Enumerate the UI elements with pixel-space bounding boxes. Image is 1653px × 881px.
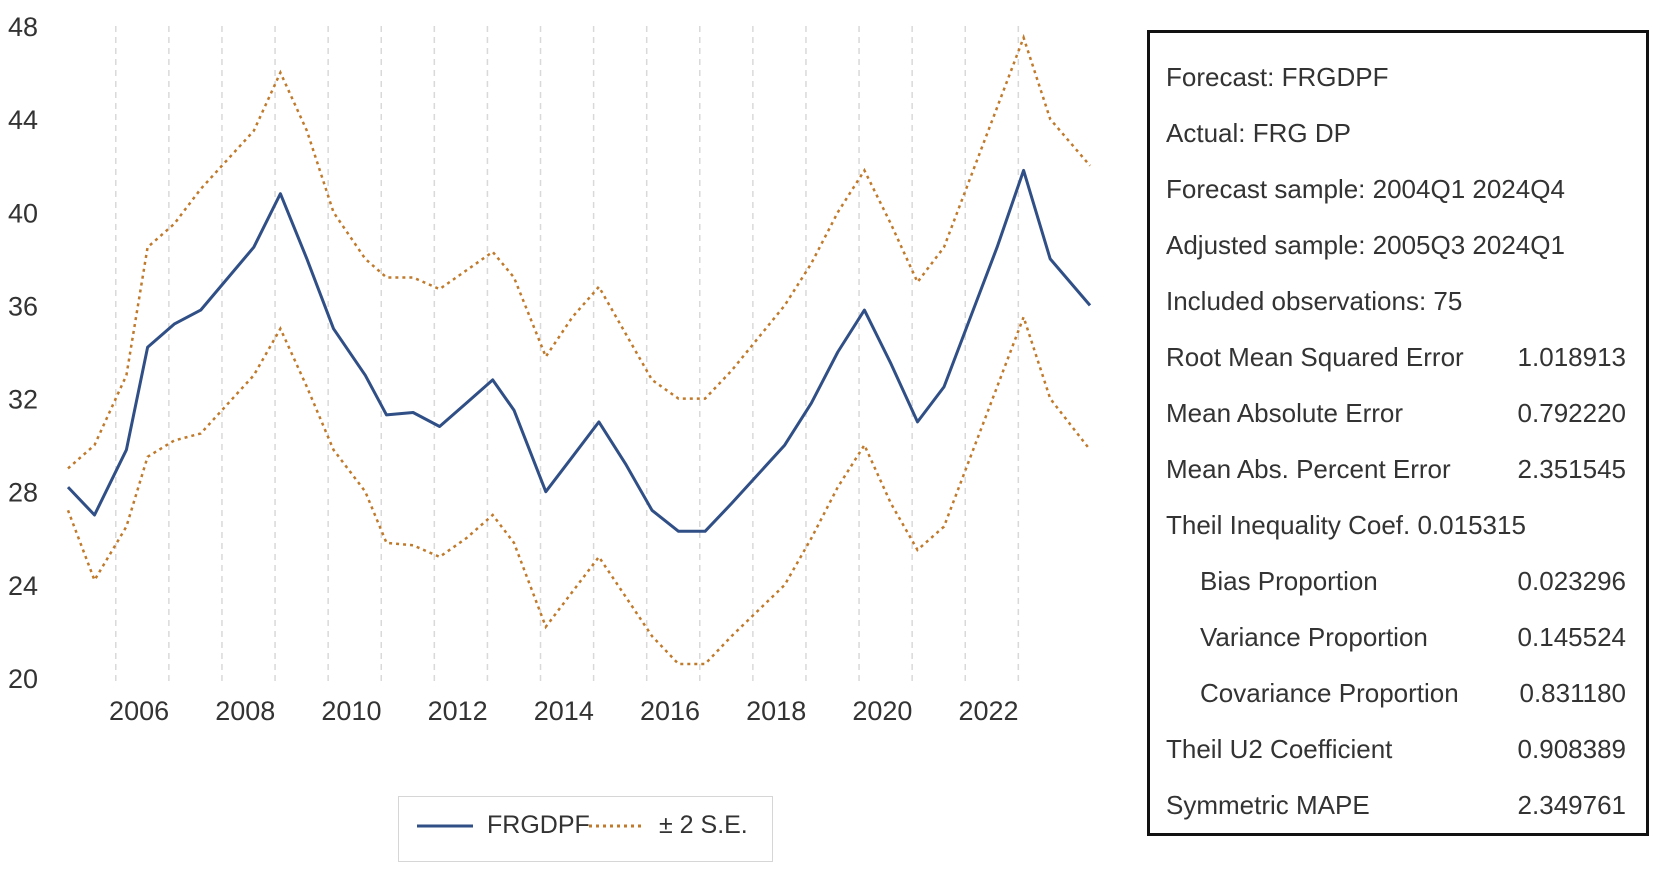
- x-tick-label: 2020: [852, 696, 912, 726]
- y-tick-label: 32: [8, 385, 38, 415]
- forecast-chart: 20 24 28 32 36 40 44 48 2006 2008 2010 2012 2014 201…: [8, 12, 1092, 726]
- stat-metric-label: Variance Proportion: [1200, 621, 1428, 652]
- stat-forecast-sample: Forecast sample: 2004Q1 2024Q4: [1166, 161, 1632, 217]
- stat-metric-label: Covariance Proportion: [1200, 677, 1459, 708]
- y-tick-label: 40: [8, 198, 38, 228]
- x-tick-label: 2022: [959, 696, 1019, 726]
- y-tick-label: 48: [8, 12, 38, 42]
- se-upper-band-line: [67, 33, 1091, 470]
- forecast-statistics-panel: Forecast: FRGDPF Actual: FRG DP Forecast…: [1147, 30, 1649, 836]
- stat-metric-value: 1.018913: [1517, 341, 1626, 372]
- stat-metric-value: 0.792220: [1517, 397, 1626, 428]
- x-tick-label: 2006: [109, 696, 169, 726]
- stat-metric-value: 0.023296: [1517, 565, 1626, 596]
- y-tick-label: 28: [8, 478, 38, 508]
- stat-adjusted-sample: Adjusted sample: 2005Q3 2024Q1: [1166, 217, 1632, 273]
- y-tick-label: 20: [8, 664, 38, 694]
- stat-metric-value: 2.349761: [1517, 789, 1626, 820]
- stat-metric-label: Theil U2 Coefficient: [1166, 733, 1393, 764]
- legend-item-se: ± 2 S.E.: [589, 811, 748, 840]
- stat-metric-row: Root Mean Squared Error 1.018913: [1166, 329, 1632, 385]
- stat-actual: Actual: FRG DP: [1166, 105, 1632, 161]
- x-tick-label: 2018: [746, 696, 806, 726]
- legend-label-se: ± 2 S.E.: [659, 811, 748, 839]
- x-tick-label: 2010: [321, 696, 381, 726]
- legend-label-frgdpf: FRGDPF: [487, 811, 590, 839]
- x-tick-label: 2012: [428, 696, 488, 726]
- stat-metric-label: Mean Abs. Percent Error: [1166, 453, 1451, 484]
- y-tick-label: 36: [8, 291, 38, 321]
- legend-swatch-solid: [417, 824, 473, 827]
- stat-metric-label: Bias Proportion: [1200, 565, 1378, 596]
- stat-metric-value: 0.831180: [1519, 677, 1626, 708]
- stat-metric-row: Mean Absolute Error 0.792220: [1166, 385, 1632, 441]
- stat-included-observations-text: Included observations: 75: [1166, 285, 1463, 316]
- stat-metric-label: Mean Absolute Error: [1166, 397, 1404, 428]
- stat-forecast: Forecast: FRGDPF: [1166, 49, 1632, 105]
- stat-metric-label: Theil Inequality Coef. 0.015315: [1166, 509, 1526, 540]
- legend: FRGDPF ± 2 S.E.: [398, 796, 773, 862]
- stat-metric-row: Theil Inequality Coef. 0.015315: [1166, 497, 1632, 553]
- stat-metrics: Root Mean Squared Error 1.018913 Mean Abso…: [1166, 329, 1632, 833]
- legend-swatch-dotted: [589, 824, 645, 827]
- stat-metric-row: Mean Abs. Percent Error 2.351545: [1166, 441, 1632, 497]
- stat-actual-text: Actual: FRG DP: [1166, 117, 1351, 148]
- stat-metric-value: 2.351545: [1517, 453, 1626, 484]
- stat-metric-value: 0.145524: [1517, 621, 1626, 652]
- stat-forecast-sample-text: Forecast sample: 2004Q1 2024Q4: [1166, 173, 1565, 204]
- y-axis-tick-labels: 20 24 28 32 36 40 44 48: [8, 12, 38, 694]
- stat-adjusted-sample-text: Adjusted sample: 2005Q3 2024Q1: [1166, 229, 1565, 260]
- series-lines: [66, 33, 1092, 666]
- stat-metric-value: 0.908389: [1517, 733, 1626, 764]
- legend-item-frgdpf: FRGDPF: [417, 811, 590, 840]
- x-tick-label: 2016: [640, 696, 700, 726]
- x-tick-label: 2014: [534, 696, 594, 726]
- stat-forecast-text: Forecast: FRGDPF: [1166, 61, 1389, 92]
- se-lower-band-line: [66, 313, 1091, 666]
- y-tick-label: 24: [8, 571, 38, 601]
- frgdpf-forecast-line: [66, 168, 1092, 533]
- stat-metric-row: Covariance Proportion 0.831180: [1166, 665, 1632, 721]
- stat-metric-row: Symmetric MAPE 2.349761: [1166, 777, 1632, 833]
- stat-included-observations: Included observations: 75: [1166, 273, 1632, 329]
- stat-metric-row: Variance Proportion 0.145524: [1166, 609, 1632, 665]
- stat-metric-row: Theil U2 Coefficient 0.908389: [1166, 721, 1632, 777]
- stat-metric-label: Symmetric MAPE: [1166, 789, 1370, 820]
- grid-lines: [115, 26, 1020, 682]
- stat-metric-label: Root Mean Squared Error: [1166, 341, 1464, 372]
- stat-metric-row: Bias Proportion 0.023296: [1166, 553, 1632, 609]
- x-axis-tick-labels: 2006 2008 2010 2012 2014 2016 2018 2020 2022: [109, 696, 1019, 726]
- y-tick-label: 44: [8, 105, 38, 135]
- x-tick-label: 2008: [215, 696, 275, 726]
